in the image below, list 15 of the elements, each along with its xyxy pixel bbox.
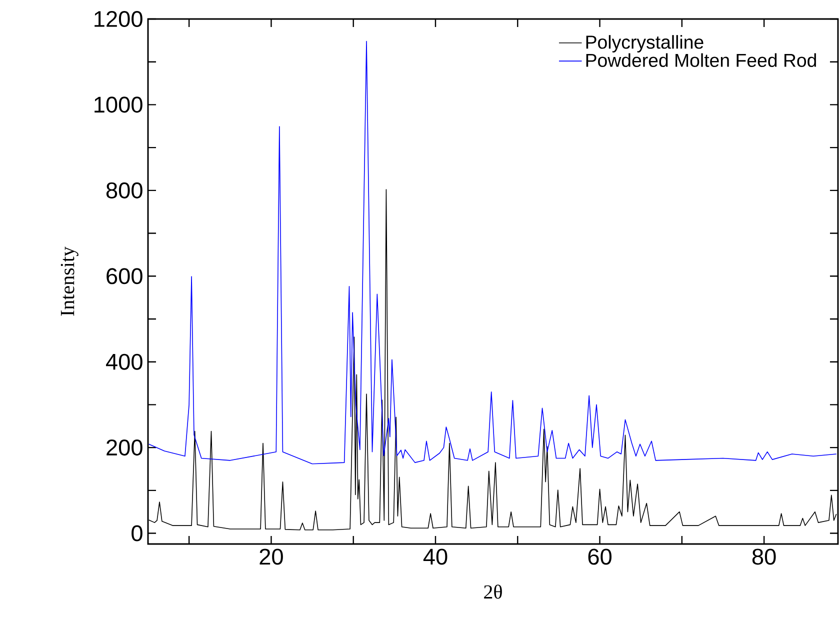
- y-tick-label: 200: [106, 440, 142, 456]
- x-tick-label: 40: [423, 548, 448, 565]
- y-tick-label: 600: [106, 268, 142, 284]
- y-tick-label: 800: [106, 182, 142, 198]
- x-tick-label: 60: [588, 548, 612, 565]
- x-axis-title: 2θ: [484, 584, 502, 599]
- x-tick-label: 20: [260, 548, 283, 565]
- y-tick-label: 1000: [94, 96, 142, 113]
- y-tick-label: 1200: [94, 10, 142, 28]
- x-tick-label: 80: [752, 548, 776, 565]
- legend-label: Polycrystalline: [586, 35, 704, 52]
- y-axis-title: Intensity: [60, 246, 78, 316]
- y-tick-label: 400: [106, 354, 142, 370]
- legend-label: Powdered Molten Feed Rod: [586, 53, 816, 67]
- y-tick-label: 0: [132, 525, 142, 542]
